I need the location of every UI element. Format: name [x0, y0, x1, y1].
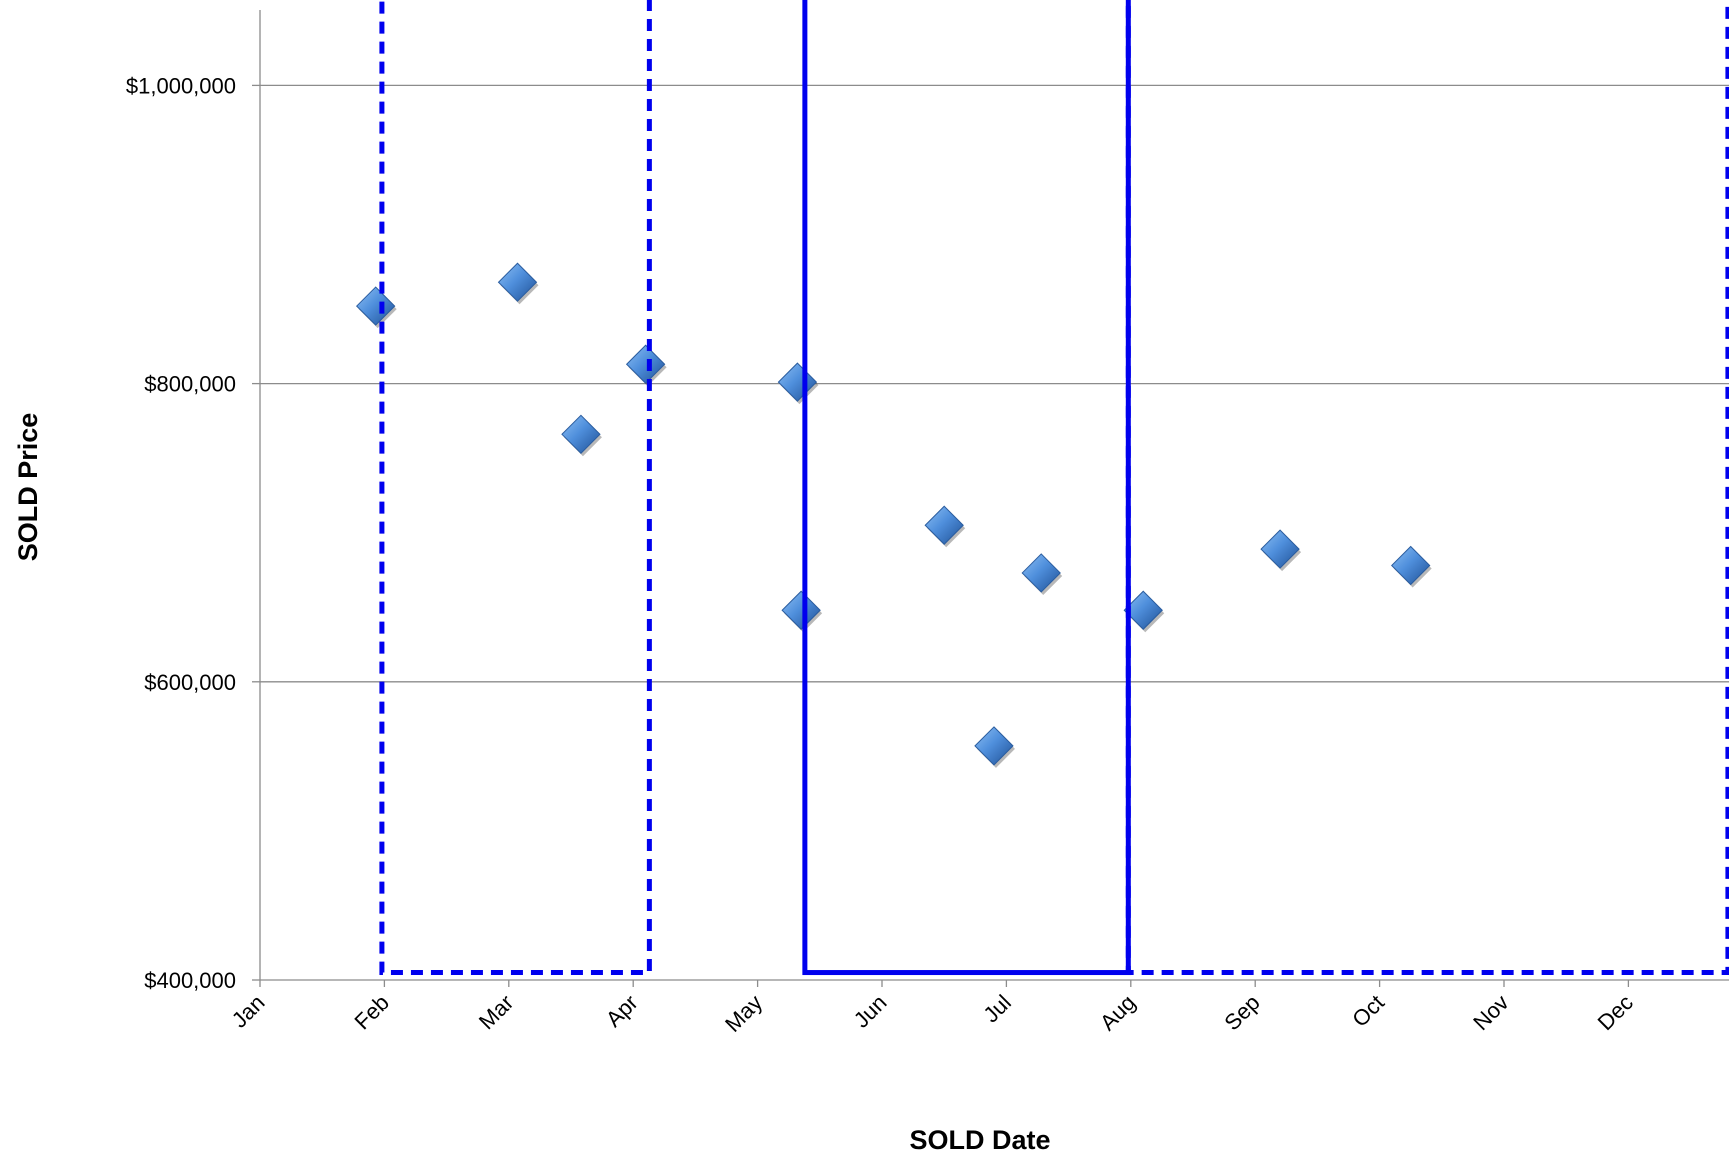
- x-axis-title: SOLD Date: [909, 1125, 1050, 1155]
- data-point: [355, 286, 397, 329]
- data-point: [561, 414, 602, 457]
- y-tick-label: $400,000: [144, 968, 236, 993]
- point-marker: [1021, 553, 1061, 593]
- x-tick-label: Apr: [601, 990, 643, 1032]
- data-point: [1390, 545, 1432, 588]
- solid-highlight-box: [802, 0, 1131, 976]
- y-tick-label: $800,000: [144, 372, 236, 397]
- x-tick-label: Sep: [1219, 990, 1264, 1035]
- y-tick-label: $600,000: [144, 670, 236, 695]
- x-tick-label: Aug: [1095, 990, 1140, 1035]
- x-tick-labels: Jan Feb Mar Apr May Jun Jul Aug Sep Oct Nov Dec: [227, 990, 1638, 1037]
- data-point: [974, 726, 1015, 768]
- y-axis-title: SOLD Price: [13, 413, 43, 562]
- gridlines: [260, 84, 1729, 683]
- point-marker: [781, 590, 821, 630]
- x-tick-label: Dec: [1593, 990, 1638, 1035]
- point-marker: [625, 344, 666, 384]
- point-marker: [1260, 529, 1300, 569]
- point-marker: [974, 726, 1014, 766]
- point-marker: [1390, 545, 1431, 586]
- point-marker: [561, 414, 601, 455]
- highlight-boxes: [379, 0, 1729, 976]
- axes: [252, 10, 1729, 987]
- point-marker: [924, 505, 964, 545]
- data-point: [1260, 529, 1302, 572]
- x-tick-label: Nov: [1468, 990, 1513, 1035]
- data-point: [625, 344, 667, 387]
- point-marker: [777, 362, 818, 402]
- point-marker: [497, 262, 538, 302]
- x-tick-label: Mar: [474, 990, 518, 1034]
- x-tick-label: Jan: [227, 990, 270, 1033]
- x-tick-label: Oct: [1347, 990, 1389, 1032]
- dashed-highlight-box: [1125, 0, 1729, 976]
- x-tick-label: Feb: [349, 990, 393, 1034]
- dashed-highlight-box: [379, 0, 652, 976]
- data-point: [924, 505, 966, 548]
- x-tick-label: May: [720, 990, 767, 1037]
- data-point: [1021, 553, 1063, 595]
- y-tick-label: $1,000,000: [126, 73, 236, 98]
- data-point: [777, 362, 819, 405]
- x-tick-label: Jul: [978, 990, 1016, 1028]
- y-tick-labels: $400,000$600,000$800,000$1,000,000$1,200…: [126, 73, 236, 993]
- data-point: [781, 590, 823, 633]
- x-tick-label: Jun: [849, 990, 892, 1033]
- data-point: [497, 262, 539, 305]
- point-marker: [355, 286, 396, 326]
